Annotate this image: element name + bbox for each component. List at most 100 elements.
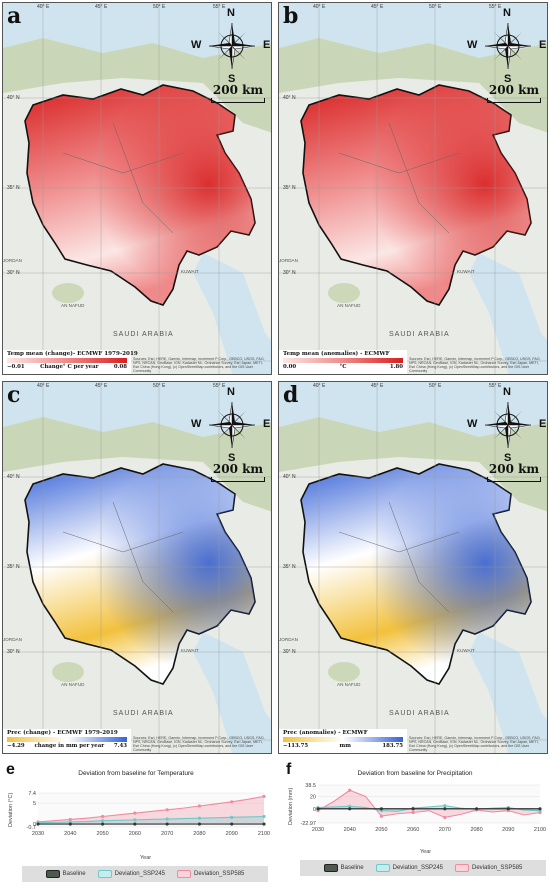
scale-bar: 200 km — [211, 83, 265, 103]
latitude-tick: 30° N — [283, 270, 296, 276]
longitude-tick: 45° E — [95, 4, 108, 10]
scale-bar-label: 200 km — [212, 83, 264, 97]
legend-item-ssp245: Deviation_SSP245 — [375, 864, 443, 872]
panel-letter: a — [7, 3, 22, 29]
compass-north-label: N — [503, 7, 511, 19]
map-image — [279, 382, 547, 753]
y-tick-label: 7.4 — [28, 791, 36, 797]
map-credit: Sources: Esri, HERE, Garmin, Intermap, i… — [133, 736, 265, 752]
legend-min: −4.29 — [7, 743, 25, 749]
latitude-tick: 30° N — [7, 270, 20, 276]
chart-legend-temperature: Baseline Deviation_SSP245 Deviation_SSP5… — [22, 866, 268, 882]
series-point — [133, 818, 137, 822]
compass-south-label: S — [504, 452, 512, 464]
series-point — [165, 808, 169, 812]
x-tick-label: 2100 — [534, 827, 546, 833]
map-label-jordan: JORDAN — [3, 637, 22, 642]
legend-title: Prec (change) - ECMWF 1979-2019 — [7, 730, 118, 736]
legend-max: 183.75 — [382, 743, 403, 749]
x-tick-label: 2030 — [312, 827, 324, 833]
x-axis-label-precipitation: Year — [420, 849, 432, 855]
map-label-nafud: AN NAFUD — [61, 682, 85, 687]
map-label-saudi-arabia: SAUDI ARABIA — [113, 710, 174, 717]
map-label-saudi-arabia: SAUDI ARABIA — [113, 331, 174, 338]
legend-item-baseline: Baseline — [323, 864, 364, 872]
legend-unit: change in mm per year — [34, 743, 105, 749]
x-tick-label: 2100 — [258, 831, 270, 837]
compass-south-label: S — [228, 452, 236, 464]
compass-north-label: N — [227, 386, 235, 398]
legend-title: Prec (anomalies) - ECMWF — [283, 730, 368, 736]
panel-letter: b — [283, 3, 299, 29]
y-tick-label: 5 — [33, 801, 36, 807]
series-line — [317, 789, 541, 819]
map-panel-c: c 40° E45° E50° E55° E 40° N35° N30° N25… — [2, 381, 272, 754]
legend-min: −0.01 — [7, 364, 25, 370]
chart-title-precipitation: Deviation from baseline for Precipitatio… — [357, 770, 473, 777]
map-label-jordan: JORDAN — [279, 637, 298, 642]
compass-south-label: S — [504, 73, 512, 85]
panel-letter: d — [283, 382, 299, 408]
series-point — [230, 800, 234, 804]
chart-panel-precipitation: f Deviation from baseline for Precipitat… — [282, 761, 548, 889]
scale-bar-label: 200 km — [212, 462, 264, 476]
map-image — [3, 3, 271, 374]
legend-min: 0.00 — [283, 364, 297, 370]
map-image — [279, 3, 547, 374]
longitude-tick: 50° E — [429, 4, 442, 10]
x-tick-label: 2090 — [226, 831, 238, 837]
map-label-kuwait: KUWAIT — [457, 269, 475, 274]
x-tick-label: 2080 — [470, 827, 482, 833]
series-point — [262, 814, 266, 819]
map-label-kuwait: KUWAIT — [181, 269, 199, 274]
chart-title-temperature: Deviation from baseline for Temperature — [78, 770, 194, 777]
map-legend: Temp mean (anomalies) - ECMWF 0.00 °C 1.… — [279, 350, 407, 374]
map-label-saudi-arabia: SAUDI ARABIA — [389, 331, 450, 338]
legend-unit: mm — [339, 743, 351, 749]
longitude-tick: 50° E — [429, 383, 442, 389]
compass-west-label: W — [467, 39, 478, 51]
series-point — [100, 819, 105, 823]
latitude-tick: 40° N — [7, 95, 20, 101]
series-point — [197, 816, 202, 820]
map-legend: Prec (anomalies) - ECMWF −113.75 mm 183.… — [279, 729, 407, 753]
y-tick-label: -0.7 — [27, 825, 36, 831]
map-panel-b: b 40° E45° E50° E55° E 40° N35° N30° N25… — [278, 2, 548, 375]
x-tick-label: 2050 — [375, 827, 387, 833]
legend-item-ssp585: Deviation_SSP585 — [455, 864, 522, 872]
map-credit: Sources: Esri, HERE, Garmin, Intermap, i… — [133, 357, 265, 373]
legend-color-ramp — [7, 358, 127, 363]
legend-color-ramp — [7, 737, 127, 742]
chart-panel-temperature: e Deviation from baseline for Temperatur… — [2, 761, 270, 889]
longitude-tick: 45° E — [371, 4, 384, 10]
legend-max: 1.80 — [389, 364, 403, 370]
panel-letter: c — [7, 382, 21, 408]
x-tick-label: 2090 — [502, 827, 514, 833]
compass-west-label: W — [191, 39, 202, 51]
map-label-jordan: JORDAN — [3, 258, 22, 263]
map-label-nafud: AN NAFUD — [337, 303, 361, 308]
longitude-tick: 55° E — [489, 4, 502, 10]
map-image — [3, 382, 271, 753]
chart-legend-precipitation: Baseline Deviation_SSP245 Deviation_SSP5… — [300, 860, 546, 876]
latitude-tick: 35° N — [7, 564, 20, 570]
y-tick-label: 38.5 — [305, 783, 316, 789]
x-tick-label: 2040 — [64, 831, 76, 837]
longitude-tick: 55° E — [213, 383, 226, 389]
scale-bar: 200 km — [487, 462, 541, 482]
latitude-tick: 35° N — [7, 185, 20, 191]
x-tick-label: 2060 — [407, 827, 419, 833]
legend-color-ramp — [283, 737, 403, 742]
compass-rose-icon: N S W E — [191, 7, 270, 85]
longitude-tick: 45° E — [371, 383, 384, 389]
panel-letter-f: f — [286, 761, 292, 778]
x-tick-label: 2030 — [32, 831, 44, 837]
map-legend: Prec (change) - ECMWF 1979-2019 −4.29 ch… — [3, 729, 131, 753]
series-line — [37, 815, 265, 824]
compass-north-label: N — [227, 7, 235, 19]
map-label-nafud: AN NAFUD — [61, 303, 85, 308]
map-label-nafud: AN NAFUD — [337, 682, 361, 687]
map-label-kuwait: KUWAIT — [457, 648, 475, 653]
longitude-tick: 40° E — [37, 383, 50, 389]
